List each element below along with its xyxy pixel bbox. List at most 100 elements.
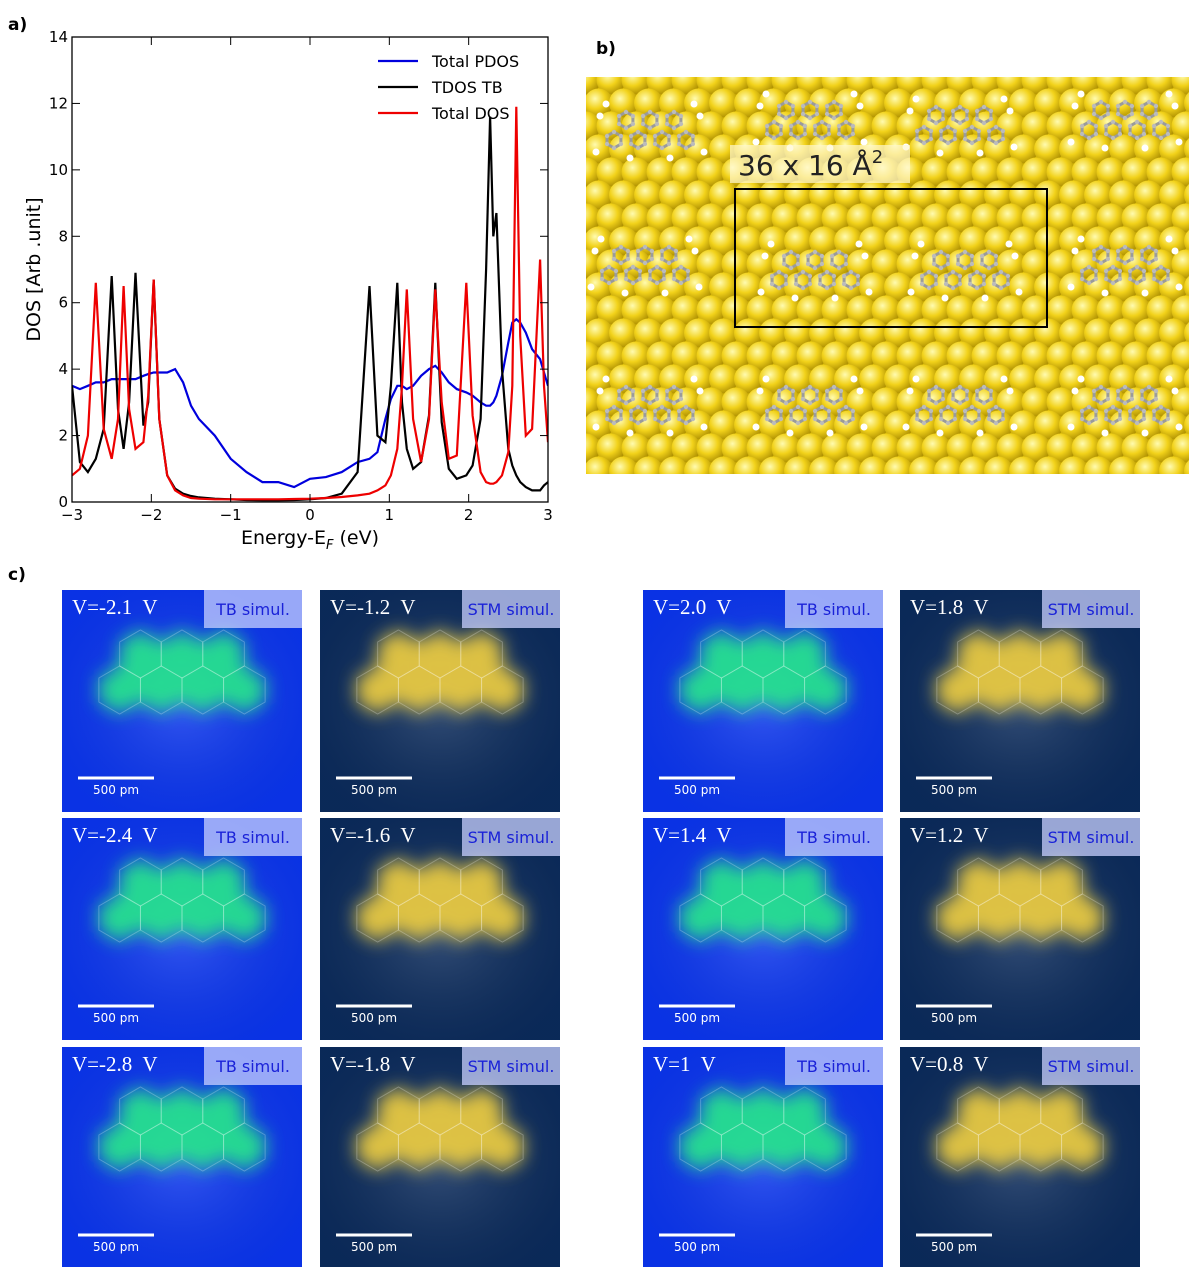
atom: [1122, 115, 1128, 121]
atom: [1141, 276, 1147, 282]
glow: [936, 630, 1104, 714]
glow: [356, 858, 524, 942]
hydrogen: [856, 387, 864, 395]
gold-atom: [1171, 387, 1189, 417]
atom: [1093, 123, 1099, 129]
hydrogen: [1000, 375, 1008, 383]
glow-ring: [1020, 1123, 1062, 1171]
gold-atom: [1146, 341, 1176, 371]
atom: [635, 256, 641, 262]
glow-ring: [679, 1123, 722, 1171]
atom: [1165, 276, 1171, 282]
ring-outline: [762, 665, 806, 715]
ring-outline: [679, 665, 722, 715]
line: [72, 116, 548, 502]
atom: [807, 400, 813, 406]
atom: [993, 253, 999, 259]
atom: [1110, 404, 1116, 410]
atom: [764, 408, 770, 414]
atom: [1105, 248, 1111, 254]
ring-outline: [418, 629, 462, 679]
atom: [986, 136, 992, 142]
atom: [938, 249, 944, 255]
glow: [98, 630, 266, 714]
x-axis-label-part: (eV): [333, 527, 379, 549]
hydrogen: [592, 423, 600, 431]
atom: [836, 249, 842, 255]
ring-outline: [741, 629, 785, 679]
gold-atom: [1096, 157, 1126, 187]
gold-atom: [1109, 364, 1138, 394]
hydrogen: [786, 429, 794, 437]
gold-atom: [809, 180, 838, 210]
glow-ring: [1061, 666, 1104, 714]
gold-atom: [734, 318, 763, 348]
atom: [919, 281, 925, 287]
badge-label: TB simul.: [215, 828, 290, 847]
badge-label: STM simul.: [468, 828, 555, 847]
voltage-label: V=1.8 V: [910, 595, 989, 619]
ring-outline: [1040, 857, 1083, 907]
atom: [778, 131, 784, 137]
gold-atom: [1034, 180, 1063, 210]
atom: [831, 99, 837, 105]
atom: [671, 109, 677, 115]
glow-ring: [936, 666, 979, 714]
atom: [1086, 420, 1092, 426]
glow-ring: [1020, 894, 1062, 942]
gold-atom: [784, 456, 813, 474]
atom: [933, 104, 939, 110]
gold-atom: [1084, 318, 1113, 348]
ring-outline: [139, 665, 183, 715]
gold-atom: [996, 433, 1026, 463]
gold-atom: [1096, 433, 1126, 463]
gold-atom: [909, 272, 938, 302]
atom: [654, 388, 660, 394]
glow-ring: [98, 894, 141, 942]
atom: [616, 113, 622, 119]
gold-atom: [834, 410, 863, 440]
atom: [771, 404, 777, 410]
badge-bg: [1042, 1047, 1140, 1085]
atom: [841, 273, 847, 279]
ring-outline: [481, 893, 524, 943]
gold-atom: [1021, 111, 1051, 141]
atom: [666, 133, 672, 139]
y-tick-label: 10: [49, 161, 68, 179]
atom: [802, 416, 808, 422]
stm-tile: V=2.0 V TB simul. 500 pm: [643, 590, 883, 812]
atom: [671, 384, 677, 390]
glow-ring: [679, 894, 722, 942]
atom: [690, 416, 696, 422]
atom: [974, 285, 980, 291]
atom: [1105, 396, 1111, 402]
atom: [1122, 99, 1128, 105]
atom: [807, 384, 813, 390]
badge-bg: [204, 1047, 302, 1085]
atom: [647, 276, 653, 282]
ring-outline: [181, 665, 225, 715]
hydrogen: [666, 429, 674, 437]
atom: [979, 253, 985, 259]
atom: [976, 136, 982, 142]
atom: [783, 273, 789, 279]
gold-atom: [1171, 249, 1189, 279]
atom: [647, 109, 653, 115]
y-tick-label: 4: [58, 360, 68, 378]
hydrogen: [685, 235, 693, 243]
atom: [805, 253, 811, 259]
atom: [969, 253, 975, 259]
hydrogen: [626, 429, 634, 437]
atom: [623, 384, 629, 390]
hydrogen: [1165, 235, 1173, 243]
hydrogen: [856, 102, 864, 110]
glow-ring: [1061, 1123, 1104, 1171]
atom: [671, 400, 677, 406]
legend-label: TDOS TB: [431, 78, 503, 97]
ring-outline: [181, 893, 225, 943]
voltage-label: V=-1.2 V: [330, 595, 416, 619]
gold-atom: [871, 295, 901, 325]
scale-label: 500 pm: [931, 1011, 977, 1025]
atom: [1110, 264, 1116, 270]
gold-atom: [646, 295, 676, 325]
